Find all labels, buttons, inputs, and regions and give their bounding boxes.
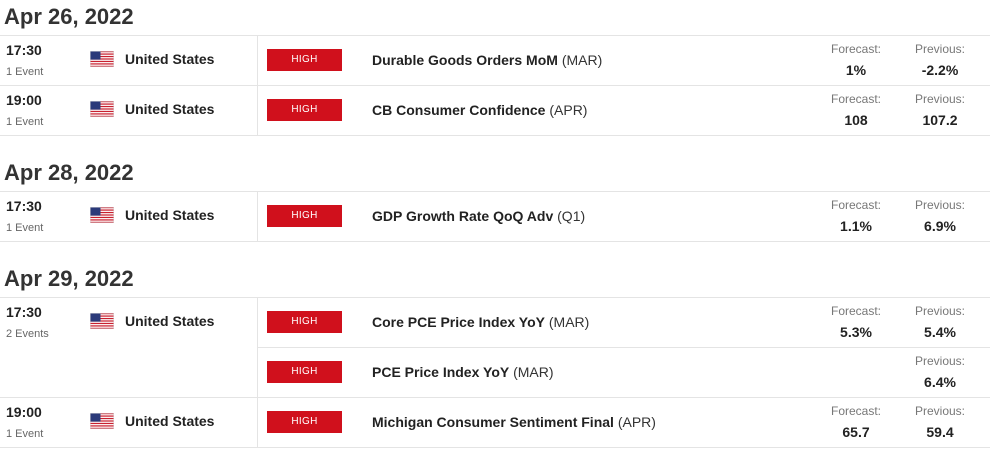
previous-value: -2.2%: [921, 62, 959, 78]
previous-label: Previous:: [914, 404, 966, 418]
previous-cell: Previous: 6.9%: [902, 198, 978, 234]
event-time-group: 17:30 2 Events United States HIGH Core PCE P…: [0, 298, 990, 398]
country-name: United States: [125, 207, 215, 223]
forecast-cell: Forecast: 1.1%: [821, 198, 891, 234]
event-time: 17:30: [6, 198, 42, 214]
economic-calendar: Apr 26, 2022 17:30 1 Event United States HIG…: [0, 0, 990, 448]
forecast-label: Forecast:: [830, 404, 881, 418]
country-name: United States: [125, 313, 215, 329]
event-time: 17:30: [6, 304, 42, 320]
date-header: Apr 28, 2022: [0, 156, 990, 192]
event-period: (APR): [549, 102, 588, 118]
event-row[interactable]: HIGH Michigan Consumer Sentiment Final (A…: [257, 398, 990, 448]
event-row[interactable]: HIGH Durable Goods Orders MoM (MAR) Foreca…: [257, 36, 990, 86]
day-spacer: [0, 136, 990, 156]
previous-value: 59.4: [926, 424, 954, 440]
us-flag-icon: [90, 101, 114, 117]
events-column: HIGH Core PCE Price Index YoY (MAR) Foreca…: [257, 298, 990, 398]
event-time-group: 19:00 1 Event United States HIGH Michigan Co…: [0, 398, 990, 448]
forecast-label: Forecast:: [830, 92, 881, 106]
forecast-label: Forecast:: [830, 198, 881, 212]
event-time-group: 19:00 1 Event United States HIGH CB Consumer…: [0, 86, 990, 136]
event-row[interactable]: HIGH GDP Growth Rate QoQ Adv (Q1) Forecast…: [257, 192, 990, 242]
us-flag-icon: [90, 207, 114, 223]
events-column: HIGH Durable Goods Orders MoM (MAR) Foreca…: [257, 36, 990, 86]
previous-value: 5.4%: [924, 324, 956, 340]
us-flag-icon: [90, 413, 114, 429]
country-name: United States: [125, 413, 215, 429]
previous-cell: Previous: -2.2%: [902, 42, 978, 78]
event-name: GDP Growth Rate QoQ Adv: [372, 208, 554, 224]
impact-badge: HIGH: [267, 361, 342, 383]
forecast-value: 1%: [845, 62, 867, 78]
impact-badge: HIGH: [267, 99, 342, 121]
event-period: (MAR): [548, 314, 590, 330]
forecast-cell: Forecast: 65.7: [821, 404, 891, 440]
event-title[interactable]: CB Consumer Confidence (APR): [372, 102, 587, 118]
events-column: HIGH CB Consumer Confidence (APR) Forecast…: [257, 86, 990, 136]
previous-cell: Previous: 59.4: [902, 404, 978, 440]
forecast-cell: Forecast: 5.3%: [821, 304, 891, 340]
date-header: Apr 26, 2022: [0, 0, 990, 36]
event-name: Core PCE Price Index YoY: [372, 314, 545, 330]
event-time-group: 17:30 1 Event United States HIGH GDP Growth …: [0, 192, 990, 242]
previous-value: 107.2: [922, 112, 958, 128]
impact-badge: HIGH: [267, 49, 342, 71]
previous-label: Previous:: [914, 92, 966, 106]
day-spacer: [0, 242, 990, 262]
forecast-label: Forecast:: [830, 42, 881, 56]
event-count: 1 Event: [6, 116, 44, 128]
event-time: 17:30: [6, 42, 42, 58]
previous-label: Previous:: [914, 304, 966, 318]
previous-cell: Previous: 6.4%: [902, 354, 978, 390]
event-name: Michigan Consumer Sentiment Final: [372, 414, 614, 430]
country-name: United States: [125, 101, 215, 117]
forecast-cell: Forecast: 1%: [821, 42, 891, 78]
forecast-value: 5.3%: [840, 324, 872, 340]
impact-badge: HIGH: [267, 311, 342, 333]
event-title[interactable]: Core PCE Price Index YoY (MAR): [372, 314, 589, 330]
previous-cell: Previous: 5.4%: [902, 304, 978, 340]
event-name: CB Consumer Confidence: [372, 102, 546, 118]
event-row[interactable]: HIGH PCE Price Index YoY (MAR) Previous: 6.…: [257, 348, 990, 398]
previous-value: 6.4%: [924, 374, 956, 390]
event-title[interactable]: Durable Goods Orders MoM (MAR): [372, 52, 602, 68]
previous-label: Previous:: [914, 198, 966, 212]
forecast-cell: Forecast: 108: [821, 92, 891, 128]
events-column: HIGH GDP Growth Rate QoQ Adv (Q1) Forecast…: [257, 192, 990, 242]
event-title[interactable]: GDP Growth Rate QoQ Adv (Q1): [372, 208, 585, 224]
event-row[interactable]: HIGH Core PCE Price Index YoY (MAR) Foreca…: [257, 298, 990, 348]
impact-badge: HIGH: [267, 411, 342, 433]
event-title[interactable]: PCE Price Index YoY (MAR): [372, 364, 554, 380]
event-time: 19:00: [6, 404, 42, 420]
event-count: 1 Event: [6, 222, 44, 234]
previous-label: Previous:: [914, 354, 966, 368]
event-time-group: 17:30 1 Event United States HIGH Durable Goo…: [0, 36, 990, 86]
event-count: 2 Events: [6, 328, 49, 340]
us-flag-icon: [90, 313, 114, 329]
event-time: 19:00: [6, 92, 42, 108]
event-name: Durable Goods Orders MoM: [372, 52, 558, 68]
forecast-label: Forecast:: [830, 304, 881, 318]
events-column: HIGH Michigan Consumer Sentiment Final (A…: [257, 398, 990, 448]
date-header: Apr 29, 2022: [0, 262, 990, 298]
event-row[interactable]: HIGH CB Consumer Confidence (APR) Forecast…: [257, 86, 990, 136]
event-count: 1 Event: [6, 66, 44, 78]
us-flag-icon: [90, 51, 114, 67]
event-title[interactable]: Michigan Consumer Sentiment Final (APR): [372, 414, 656, 430]
forecast-value: 1.1%: [840, 218, 872, 234]
event-period: (Q1): [557, 208, 586, 224]
event-name: PCE Price Index YoY: [372, 364, 510, 380]
previous-cell: Previous: 107.2: [902, 92, 978, 128]
forecast-value: 108: [844, 112, 868, 128]
event-count: 1 Event: [6, 428, 44, 440]
country-name: United States: [125, 51, 215, 67]
previous-value: 6.9%: [924, 218, 956, 234]
event-period: (MAR): [561, 52, 603, 68]
impact-badge: HIGH: [267, 205, 342, 227]
forecast-value: 65.7: [842, 424, 870, 440]
event-period: (MAR): [513, 364, 554, 380]
previous-label: Previous:: [914, 42, 966, 56]
event-period: (APR): [617, 414, 656, 430]
